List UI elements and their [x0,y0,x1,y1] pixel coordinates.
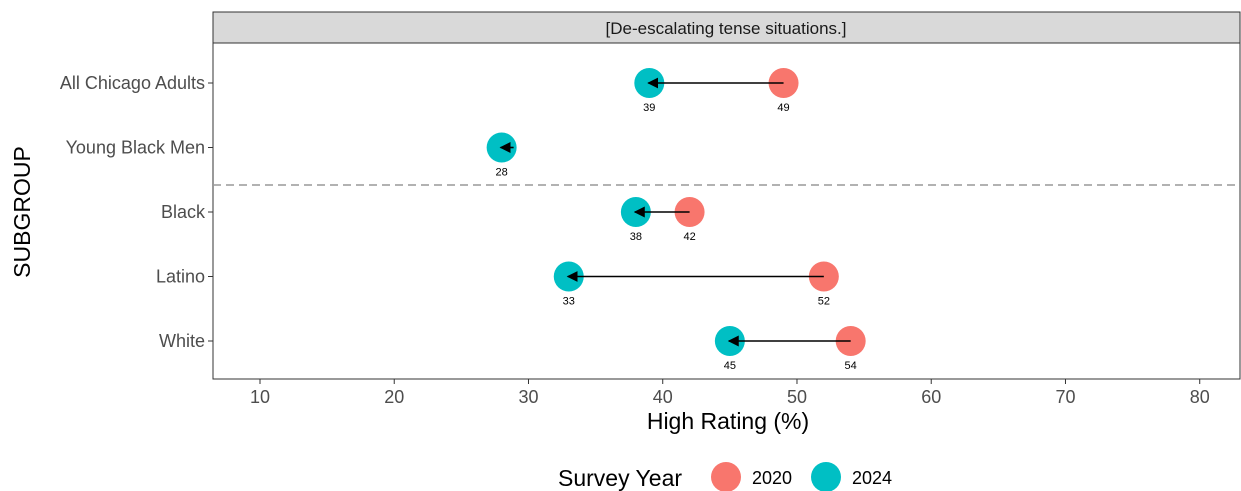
data-label-2024: 45 [724,360,736,372]
x-tick-label: 50 [787,387,807,407]
legend-key-2024 [811,462,841,491]
y-category-label: All Chicago Adults [60,73,205,93]
x-tick-label: 60 [921,387,941,407]
x-axis-ticks: 10 20 30 40 50 60 70 80 [250,379,1210,407]
facet-title: [De-escalating tense situations.] [606,19,847,38]
data-marks: 49 39 28 42 38 52 33 54 45 [486,68,866,372]
x-tick-label: 20 [384,387,404,407]
facet-strip [212,11,1241,44]
y-category-label: Latino [156,267,205,287]
x-tick-label: 10 [250,387,270,407]
y-axis-title: SUBGROUP [9,146,35,278]
x-tick-label: 80 [1190,387,1210,407]
y-category-label: Black [161,202,206,222]
x-tick-label: 70 [1055,387,1075,407]
plot-panel [212,42,1241,380]
legend-key-2020 [711,462,741,491]
data-label-2020: 52 [818,296,830,308]
y-category-label: White [159,331,205,351]
x-axis-title: High Rating (%) [647,408,809,434]
legend-label-2024: 2024 [852,468,892,488]
data-label-2024: 39 [643,102,655,114]
x-tick-label: 30 [518,387,538,407]
y-category-label: Young Black Men [66,138,205,158]
data-label-2020: 54 [845,360,857,372]
legend: Survey Year 2020 2024 [558,462,892,491]
data-label-2020: 42 [683,231,695,243]
legend-title: Survey Year [558,465,682,491]
data-label-2024: 38 [630,231,642,243]
data-label-2024: 28 [496,167,508,179]
data-label-2024: 33 [563,296,575,308]
data-label-2020: 49 [777,102,789,114]
legend-label-2020: 2020 [752,468,792,488]
x-tick-label: 40 [653,387,673,407]
y-axis-categories: All Chicago Adults Young Black Men Black La… [60,73,213,351]
